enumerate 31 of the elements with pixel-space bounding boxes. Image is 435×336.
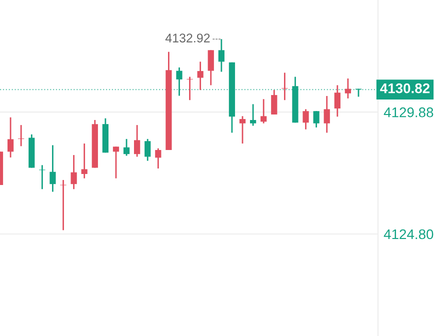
candlestick [144,138,151,162]
candlestick [112,146,120,180]
y-tick-label: 4129.88 [384,107,434,118]
candlestick [123,138,130,156]
candlestick [39,164,46,190]
candlestick [176,66,182,96]
annotation: 4132.92 [165,34,210,42]
candlestick [324,95,330,134]
candlestick [7,116,14,158]
candlestick [81,142,88,180]
candlestick [260,98,267,124]
candlestick [344,78,352,100]
candlestick [155,148,162,170]
ref-line-label: 4130.82 [380,83,430,94]
candlestick [218,38,224,72]
candlestick [334,84,340,118]
candlestick [239,115,246,144]
candlestick [134,124,140,158]
candlestick [271,89,278,116]
candlestick [50,144,56,192]
candlestick [302,108,309,130]
candlestick [313,110,320,128]
candlestick [18,124,24,147]
y-tick-label: 4124.80 [384,229,434,240]
candlestick [282,72,288,101]
candlestick [250,103,256,126]
candlestick [60,179,66,231]
candlestick [70,154,77,190]
candlestick [186,76,193,101]
candlestick [197,60,204,91]
candlestick [208,49,214,86]
